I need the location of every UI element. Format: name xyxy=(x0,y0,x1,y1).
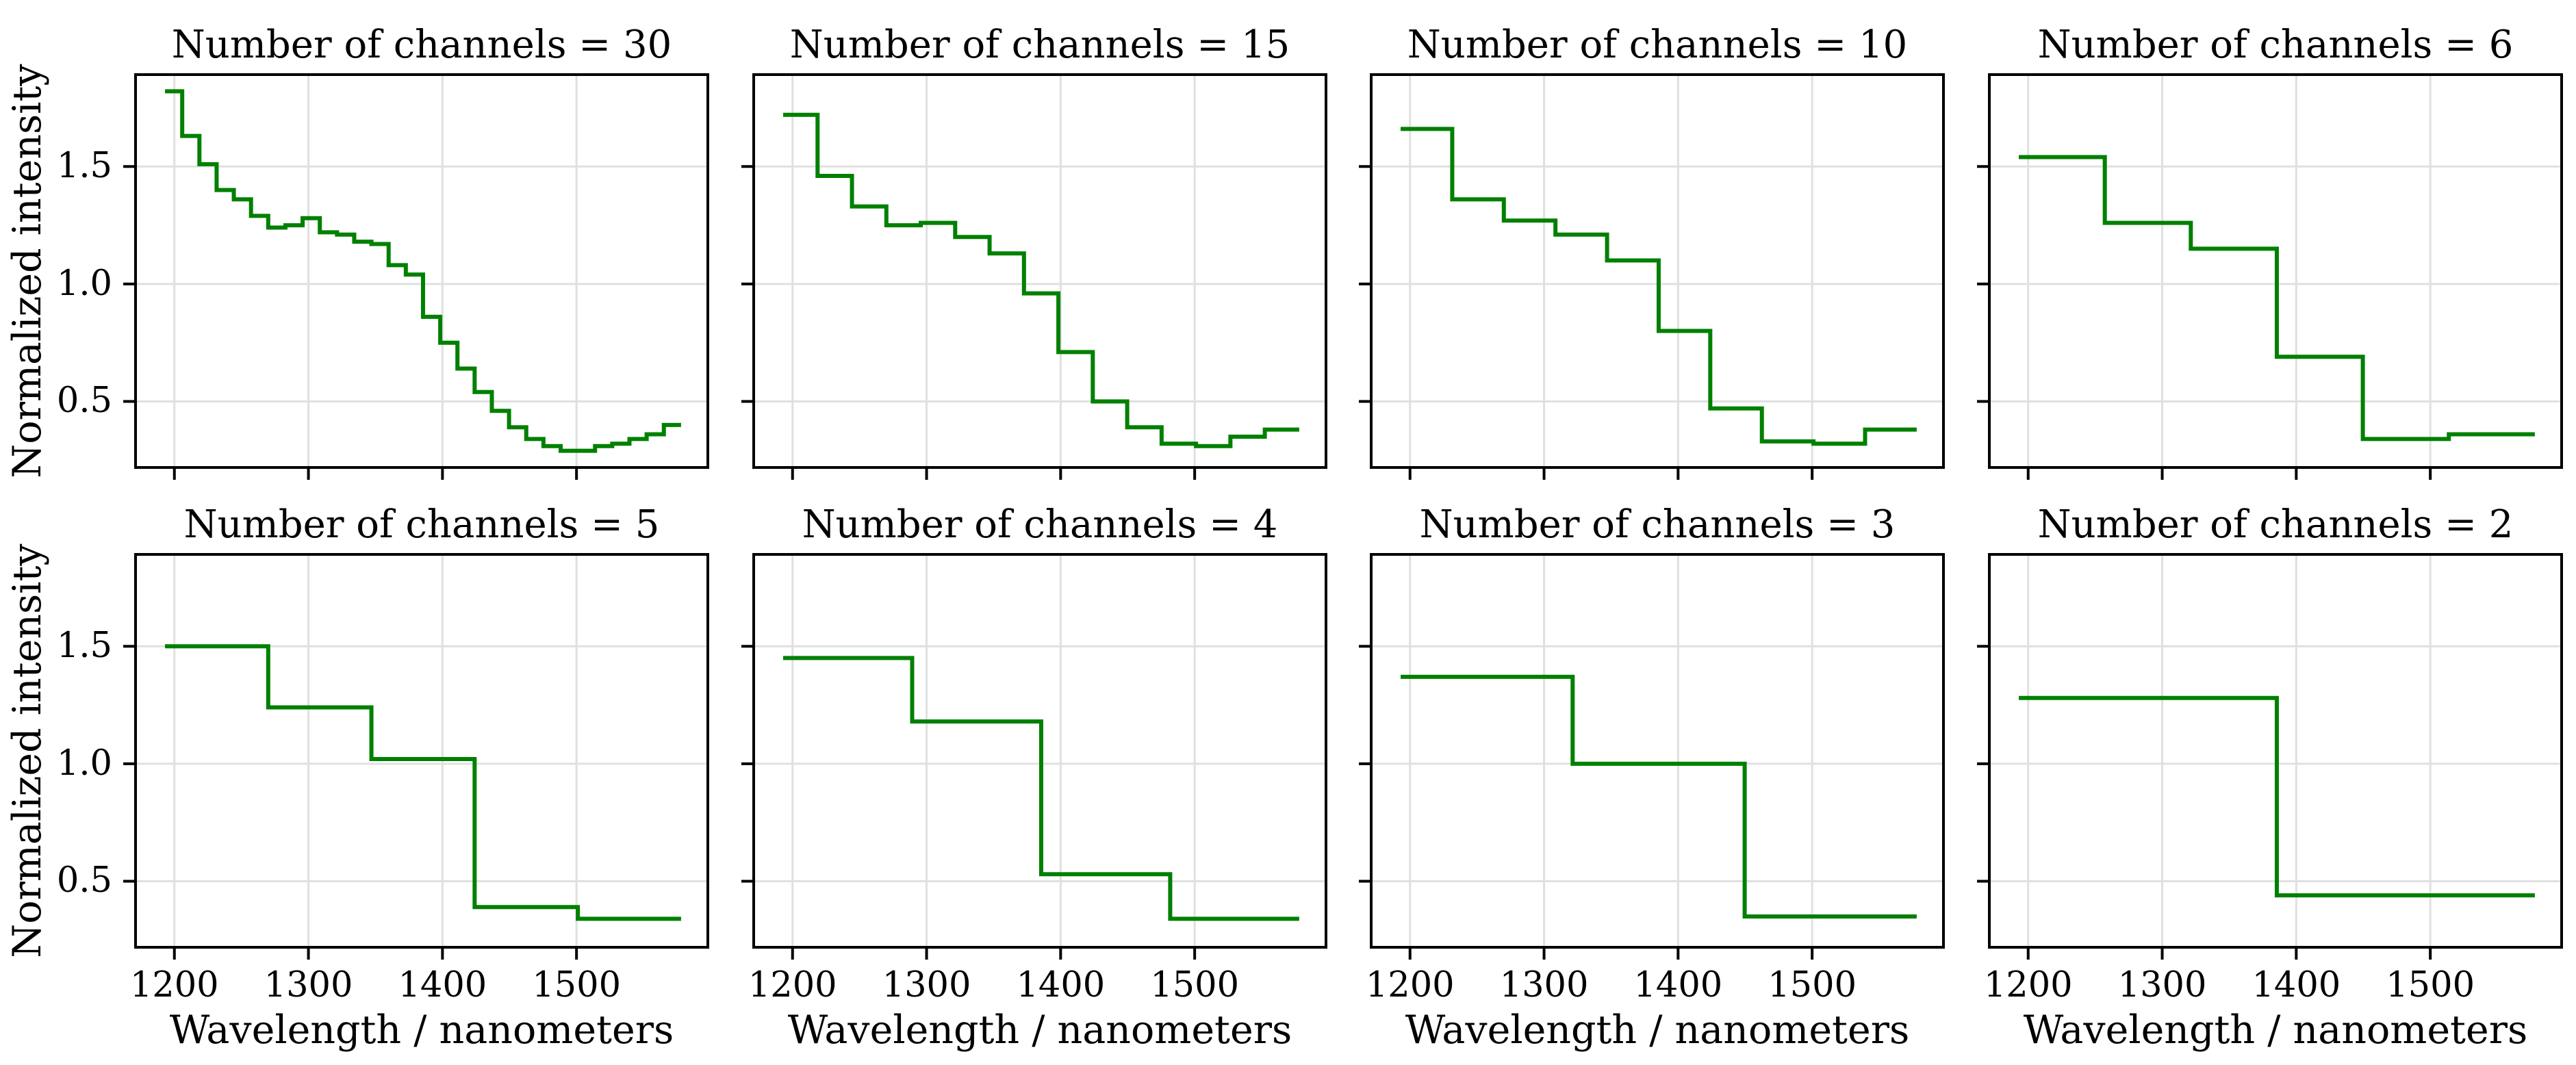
step-line-6 xyxy=(2019,155,2535,441)
plot-area-10 xyxy=(1359,73,1945,480)
x-axis-label: Wavelength / nanometers xyxy=(2023,1008,2528,1053)
y-tick-label: 0.5 xyxy=(56,381,112,422)
plot-area-4 xyxy=(741,553,1327,960)
step-line-4 xyxy=(783,656,1299,921)
x-tick-label: 1300 xyxy=(2117,965,2207,1005)
subplot-title-15: Number of channels = 15 xyxy=(789,23,1290,67)
x-tick-label: 1500 xyxy=(532,965,622,1005)
x-tick-label: 1300 xyxy=(1499,965,1589,1005)
plot-spines xyxy=(134,553,709,949)
y-tick-label: 0.5 xyxy=(56,860,112,901)
plot-area-2 xyxy=(1977,553,2563,960)
plot-area-6 xyxy=(1977,73,2563,480)
y-tick-label: 1.5 xyxy=(56,626,112,667)
x-axis-label: Wavelength / nanometers xyxy=(1405,1008,1910,1053)
x-tick-label: 1200 xyxy=(129,965,219,1005)
step-line-15 xyxy=(783,112,1299,448)
x-tick-label: 1300 xyxy=(264,965,353,1005)
plot-spines xyxy=(1370,553,1945,949)
subplot-title-3: Number of channels = 3 xyxy=(1419,502,1896,547)
step-line-30 xyxy=(165,89,681,453)
y-tick-label: 1.0 xyxy=(56,743,112,784)
subplot-title-5: Number of channels = 5 xyxy=(183,502,660,547)
x-tick-label: 1200 xyxy=(1365,965,1455,1005)
subplot-channels-6: Number of channels = 6 xyxy=(1977,24,2563,480)
plot-area-5 xyxy=(123,553,709,960)
plot-spines xyxy=(134,73,709,469)
x-tick-label: 1400 xyxy=(1016,965,1106,1005)
plot-spines xyxy=(752,553,1327,949)
y-tick-label: 1.5 xyxy=(56,146,112,187)
y-axis-label: Normalized intensity xyxy=(5,64,50,478)
y-axis-label: Normalized intensity xyxy=(5,543,50,958)
plot-spines xyxy=(1370,73,1945,469)
subplot-channels-30: Number of channels = 30 0.5 1.0 1.5 Normali… xyxy=(5,24,709,480)
step-line-3 xyxy=(1401,674,1917,919)
x-tick-label: 1500 xyxy=(1768,965,1857,1005)
plot-area-15 xyxy=(741,73,1327,480)
x-tick-label: 1300 xyxy=(882,965,971,1005)
x-tick-label: 1500 xyxy=(1150,965,1240,1005)
subplot-channels-15: Number of channels = 15 xyxy=(741,24,1327,480)
x-tick-label: 1200 xyxy=(1983,965,2073,1005)
plot-spines xyxy=(1988,73,2563,469)
plot-spines xyxy=(1988,553,2563,949)
subplot-channels-2: Number of channels = 2 1200 1300 1400 1500 W… xyxy=(1977,504,2563,1051)
subplot-channels-3: Number of channels = 3 1200 1300 1400 1500 W… xyxy=(1359,504,1945,1051)
subplot-title-2: Number of channels = 2 xyxy=(2037,502,2514,547)
subplot-channels-10: Number of channels = 10 xyxy=(1359,24,1945,480)
plot-area-3 xyxy=(1359,553,1945,960)
subplot-title-4: Number of channels = 4 xyxy=(802,502,1278,547)
subplot-channels-5: Number of channels = 5 1200 1300 1400 1500 0… xyxy=(5,504,709,1051)
x-tick-label: 1400 xyxy=(2252,965,2341,1005)
plot-spines xyxy=(752,73,1327,469)
step-line-5 xyxy=(165,644,681,921)
x-axis-label: Wavelength / nanometers xyxy=(169,1008,674,1053)
plot-area-30 xyxy=(123,73,709,480)
x-axis-label: Wavelength / nanometers xyxy=(787,1008,1292,1053)
x-tick-label: 1500 xyxy=(2386,965,2475,1005)
x-tick-label: 1400 xyxy=(398,965,487,1005)
subplot-title-30: Number of channels = 30 xyxy=(171,23,672,67)
x-tick-label: 1400 xyxy=(1633,965,1723,1005)
subplot-title-10: Number of channels = 10 xyxy=(1407,23,1908,67)
x-tick-label: 1200 xyxy=(748,965,837,1005)
step-line-2 xyxy=(2019,695,2535,898)
subplot-title-6: Number of channels = 6 xyxy=(2037,23,2514,67)
step-line-10 xyxy=(1401,127,1917,446)
subplot-channels-4: Number of channels = 4 1200 1300 1400 1500 W… xyxy=(741,504,1327,1051)
y-tick-label: 1.0 xyxy=(56,263,112,304)
